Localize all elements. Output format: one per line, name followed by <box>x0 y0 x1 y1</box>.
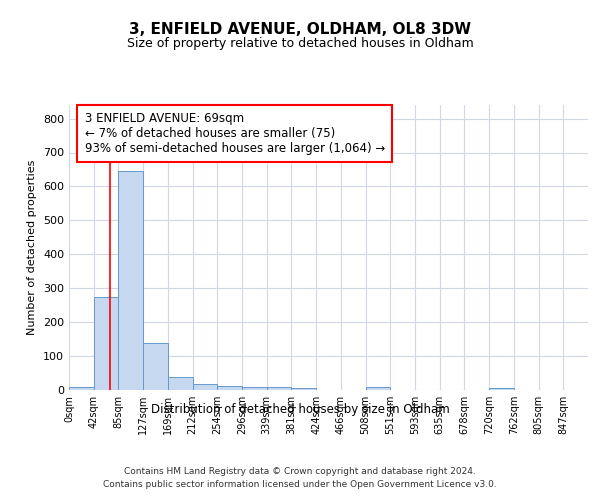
Bar <box>365 388 390 390</box>
Text: Distribution of detached houses by size in Oldham: Distribution of detached houses by size … <box>151 402 449 415</box>
Bar <box>118 171 143 390</box>
Bar <box>489 388 514 390</box>
Bar <box>143 342 168 390</box>
Text: Contains HM Land Registry data © Crown copyright and database right 2024.: Contains HM Land Registry data © Crown c… <box>124 468 476 476</box>
Text: Size of property relative to detached houses in Oldham: Size of property relative to detached ho… <box>127 38 473 51</box>
Y-axis label: Number of detached properties: Number of detached properties <box>28 160 37 335</box>
Text: 3, ENFIELD AVENUE, OLDHAM, OL8 3DW: 3, ENFIELD AVENUE, OLDHAM, OL8 3DW <box>129 22 471 38</box>
Bar <box>94 296 118 390</box>
Bar <box>292 388 316 390</box>
Text: Contains public sector information licensed under the Open Government Licence v3: Contains public sector information licen… <box>103 480 497 489</box>
Bar <box>242 386 267 390</box>
Bar <box>69 388 94 390</box>
Bar <box>267 386 292 390</box>
Bar <box>193 384 217 390</box>
Bar <box>217 386 242 390</box>
Bar <box>168 378 193 390</box>
Text: 3 ENFIELD AVENUE: 69sqm
← 7% of detached houses are smaller (75)
93% of semi-det: 3 ENFIELD AVENUE: 69sqm ← 7% of detached… <box>85 112 385 155</box>
